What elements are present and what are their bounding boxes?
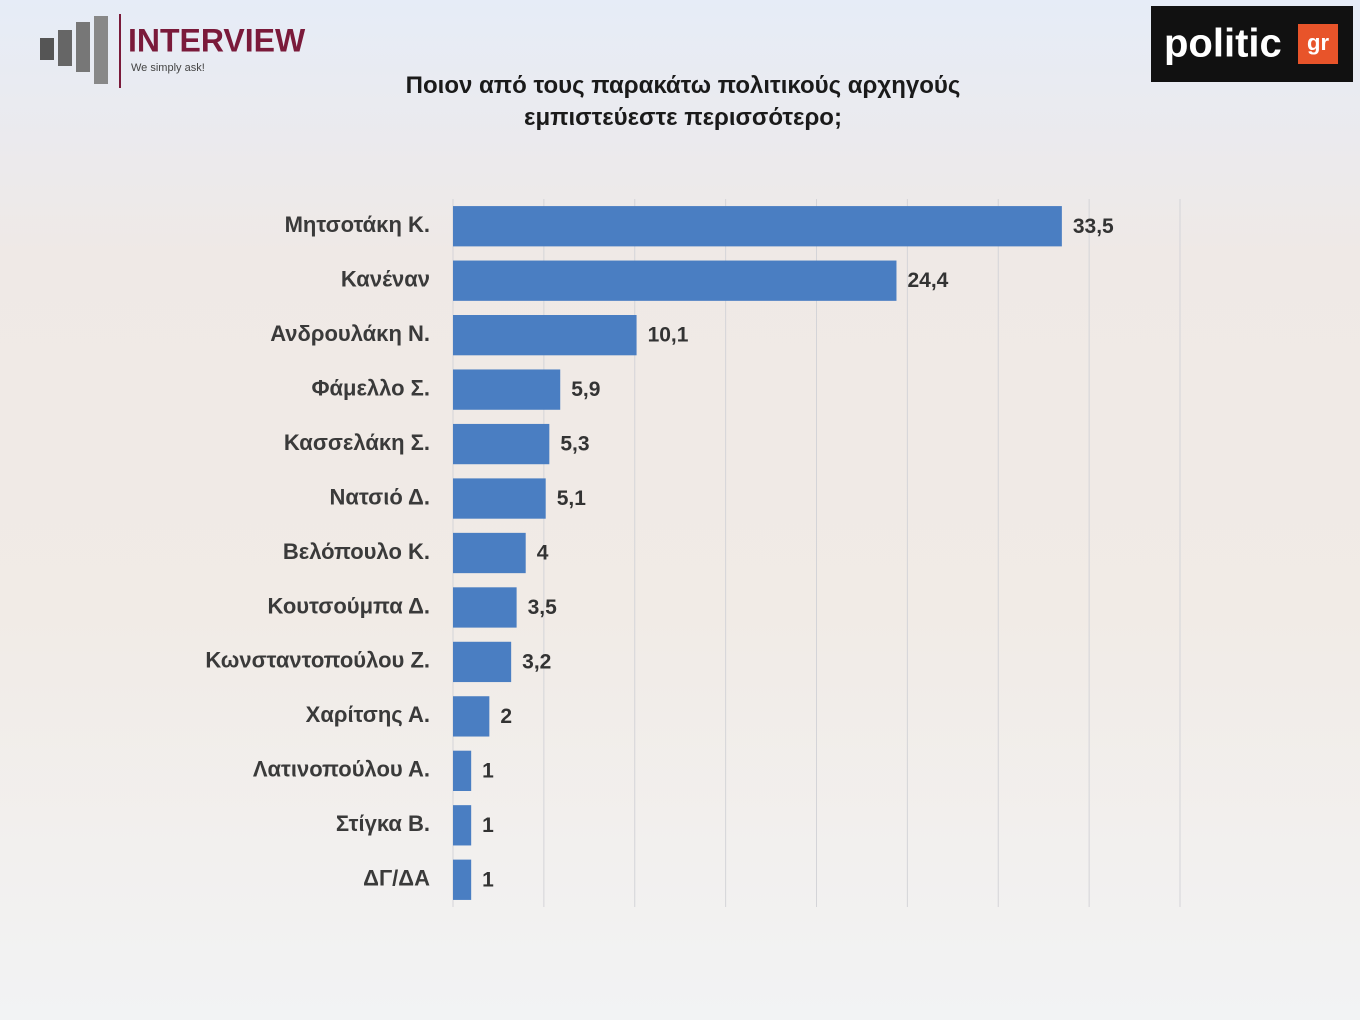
bar: [453, 750, 472, 791]
y-tick-label: ΔΓ/ΔΑ: [363, 866, 430, 891]
y-tick-label: Κουτσούμπα Δ.: [267, 593, 430, 618]
y-tick-label: Κανέναν: [341, 267, 430, 292]
data-label: 2: [500, 705, 512, 728]
data-label: 10,1: [648, 324, 689, 347]
source-logo: politic gr: [1151, 6, 1353, 82]
y-tick-label: Κωνσταντοπούλου Ζ.: [205, 648, 430, 673]
y-tick-label: Χαρίτσης Α.: [306, 702, 430, 727]
data-label: 4: [537, 542, 549, 565]
bar: [453, 696, 490, 737]
data-label: 33,5: [1073, 215, 1114, 238]
bar: [453, 641, 512, 683]
bar: [453, 478, 546, 519]
source-suffix: gr: [1307, 30, 1329, 55]
y-tick-label: Φάμελλο Σ.: [311, 375, 430, 400]
brand-name: INTERVIEW: [128, 22, 306, 58]
y-tick-label: Βελόπουλο Κ.: [283, 539, 430, 564]
bar: [453, 260, 897, 301]
bar: [453, 423, 550, 465]
y-tick-label: Νατσιό Δ.: [330, 484, 430, 509]
y-tick-label: Στίγκα Β.: [336, 811, 430, 836]
bar: [453, 859, 472, 900]
bar: [453, 805, 472, 846]
data-label: 5,9: [571, 378, 600, 401]
data-label: 24,4: [907, 269, 948, 292]
chart-title: Ποιον από τους παρακάτω πολιτικούς αρχηγ…: [405, 72, 961, 131]
data-label: 3,5: [528, 596, 558, 619]
data-label: 1: [482, 868, 494, 891]
data-label: 1: [482, 814, 494, 837]
data-label: 1: [482, 759, 494, 782]
bar: [453, 587, 517, 628]
source-name: politic: [1164, 22, 1282, 66]
bar: [453, 532, 526, 574]
data-label: 5,3: [560, 433, 589, 456]
y-tick-label: Μητσοτάκη Κ.: [285, 212, 430, 237]
brand-tagline: We simply ask!: [131, 62, 205, 74]
data-label: 3,2: [522, 650, 551, 673]
bar: [453, 206, 1062, 247]
data-label: 5,1: [557, 487, 587, 510]
bar: [453, 315, 637, 356]
bar: [453, 369, 561, 410]
y-tick-label: Ανδρουλάκη Ν.: [270, 321, 430, 346]
y-tick-label: Κασσελάκη Σ.: [284, 430, 430, 455]
y-tick-label: Λατινοπούλου Α.: [253, 757, 430, 782]
brand-logo: INTERVIEW We simply ask!: [40, 14, 306, 88]
